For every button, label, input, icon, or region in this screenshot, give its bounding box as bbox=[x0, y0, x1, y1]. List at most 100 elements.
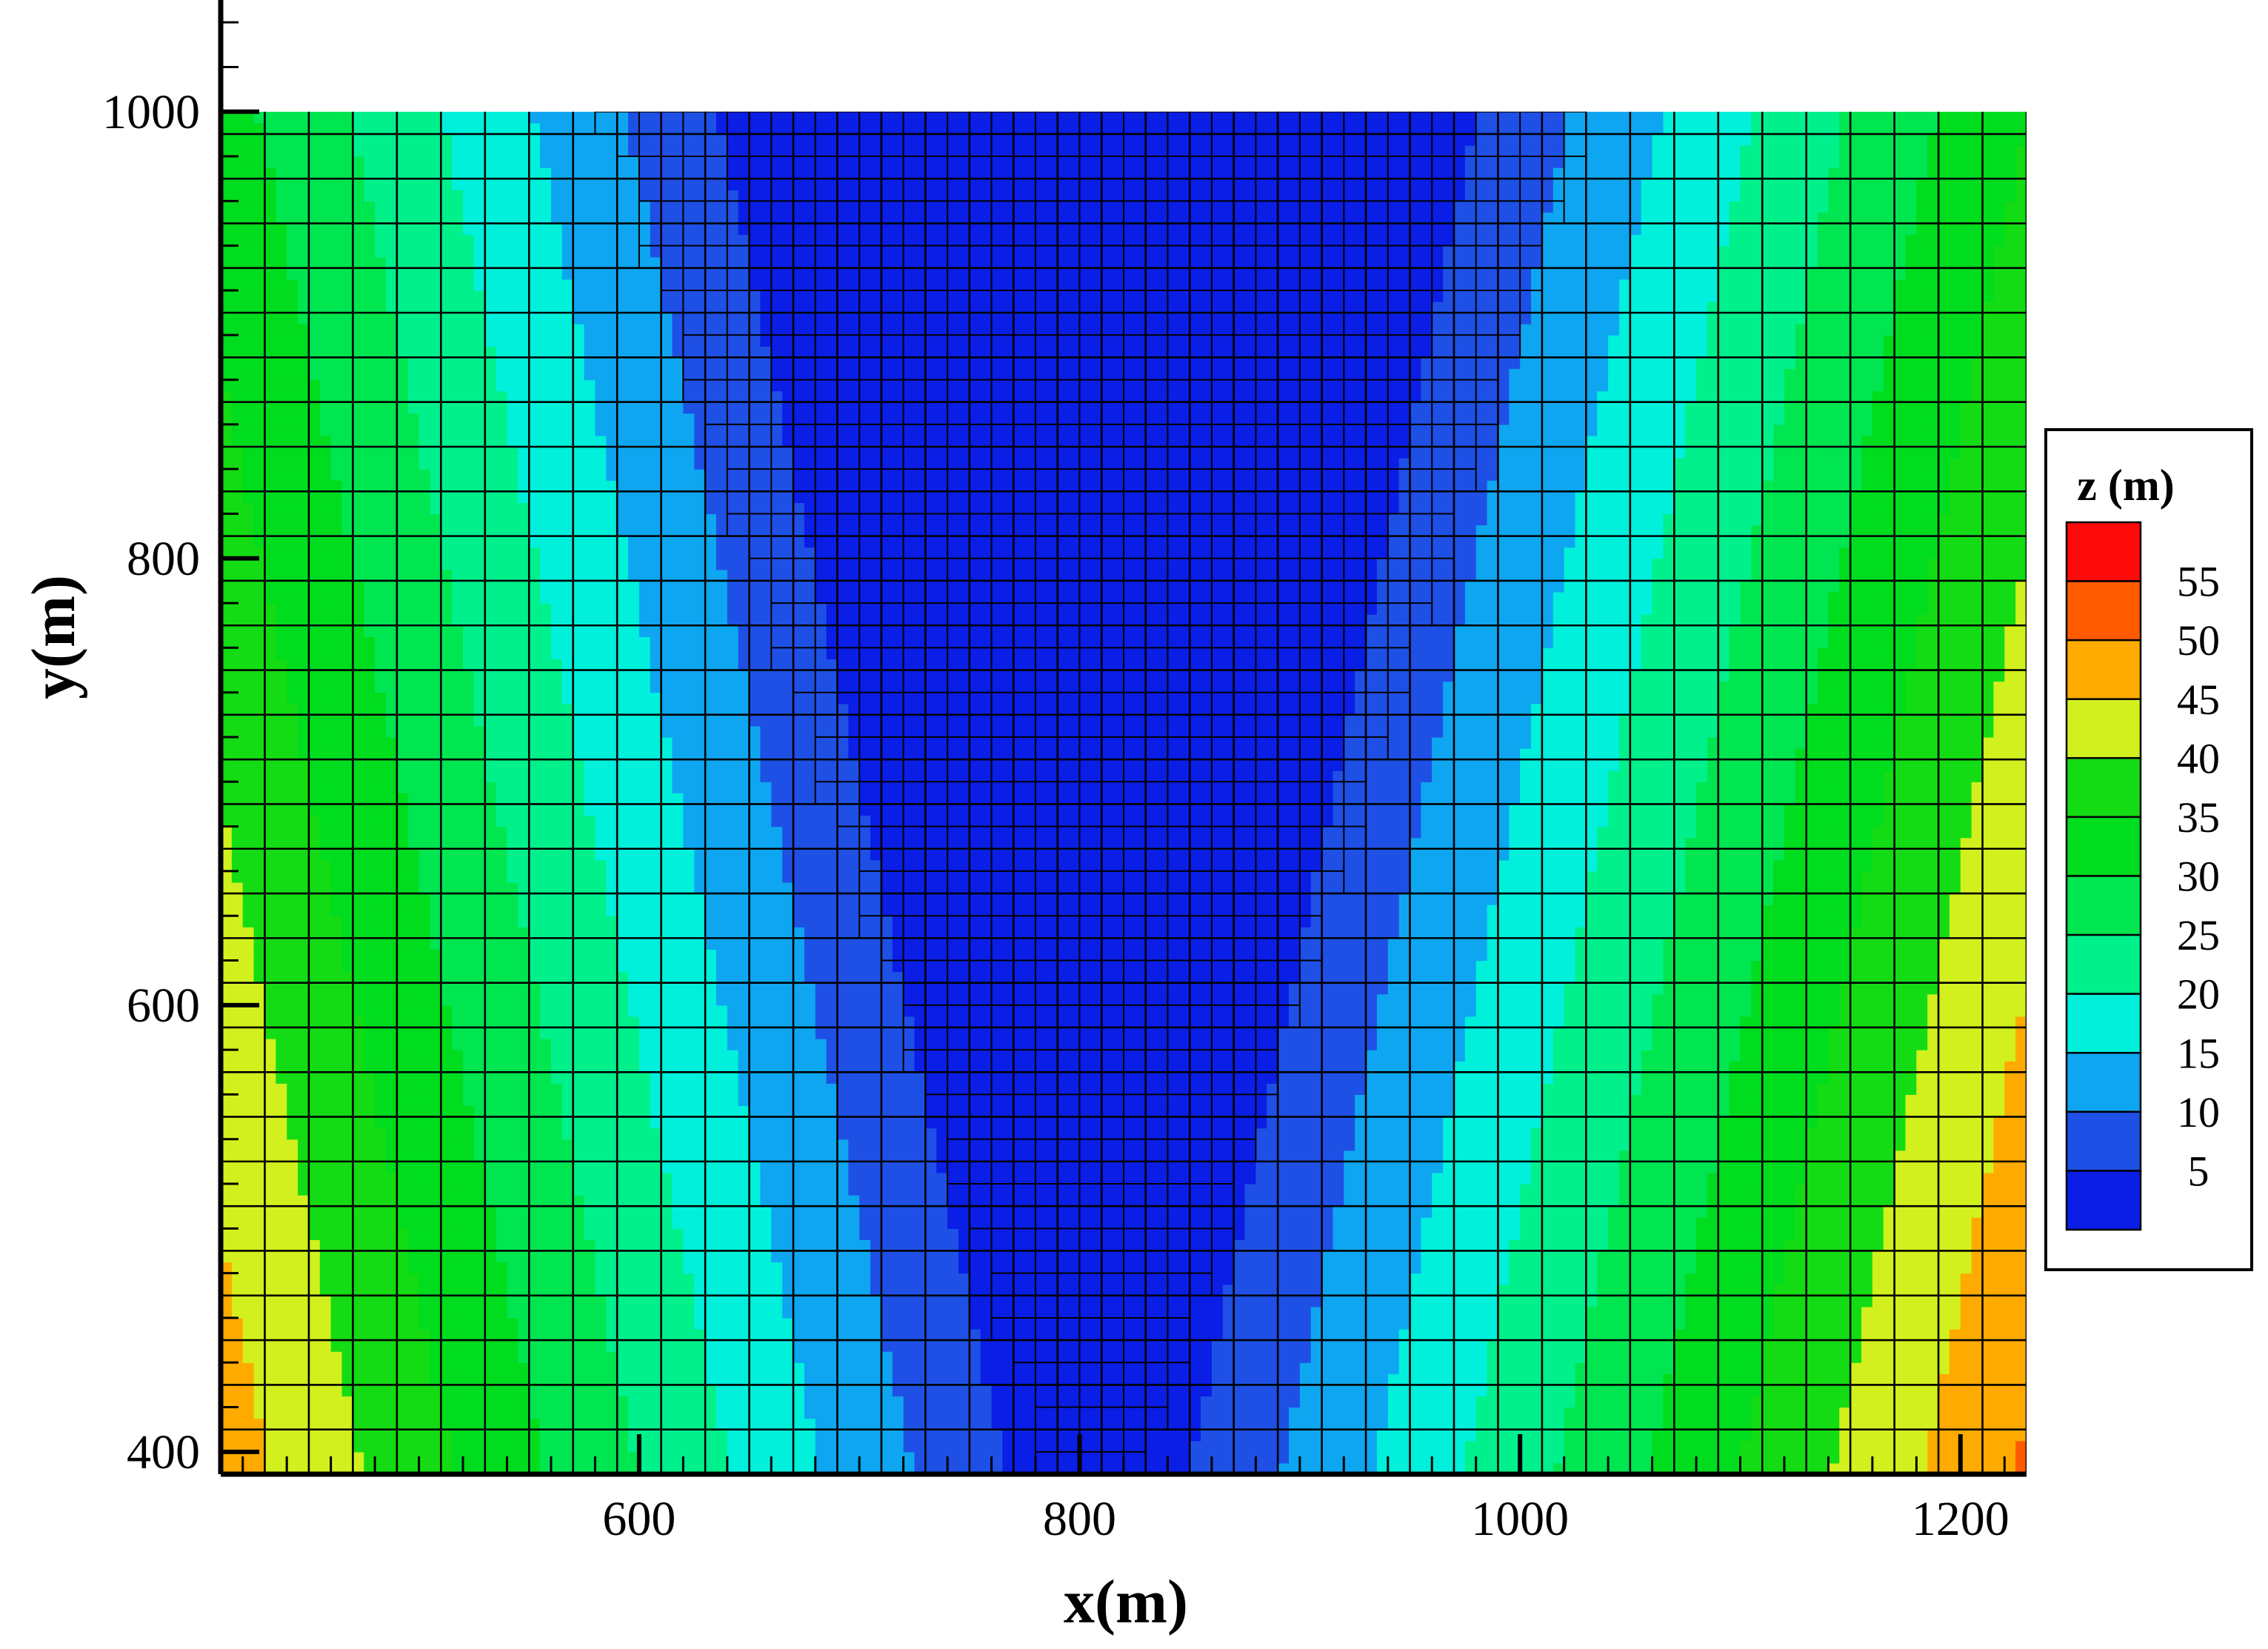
contour-cell bbox=[287, 268, 298, 280]
contour-cell bbox=[397, 357, 408, 369]
contour-cell bbox=[518, 570, 529, 582]
contour-cell bbox=[386, 871, 397, 883]
contour-cell bbox=[243, 190, 254, 201]
contour-cell bbox=[639, 1150, 650, 1162]
contour-cell bbox=[452, 1228, 463, 1240]
contour-cell bbox=[551, 491, 562, 503]
contour-cell bbox=[639, 1072, 650, 1084]
contour-cell bbox=[430, 391, 441, 403]
contour-cell bbox=[342, 1385, 353, 1396]
contour-cell bbox=[551, 592, 562, 604]
contour-cell bbox=[419, 246, 430, 258]
contour-cell bbox=[309, 268, 320, 280]
contour-cell bbox=[408, 748, 419, 760]
contour-cell bbox=[496, 636, 507, 648]
contour-cell bbox=[430, 1117, 441, 1129]
contour-cell bbox=[606, 513, 617, 525]
contour-cell bbox=[573, 525, 584, 537]
contour-cell bbox=[342, 380, 353, 392]
contour-cell bbox=[309, 693, 320, 704]
contour-cell bbox=[573, 882, 584, 894]
contour-cell bbox=[606, 145, 617, 157]
contour-cell bbox=[320, 1239, 331, 1251]
contour-cell bbox=[496, 592, 507, 604]
contour-cell bbox=[529, 1250, 540, 1262]
contour-cell bbox=[254, 1195, 265, 1207]
contour-cell bbox=[573, 1273, 584, 1285]
contour-cell bbox=[331, 882, 342, 894]
contour-cell bbox=[485, 659, 496, 670]
contour-cell bbox=[386, 1039, 397, 1050]
contour-cell bbox=[254, 413, 265, 425]
contour-cell bbox=[650, 224, 661, 236]
contour-cell bbox=[474, 279, 485, 291]
contour-cell bbox=[507, 893, 518, 905]
contour-cell bbox=[551, 849, 562, 861]
contour-cell bbox=[650, 201, 661, 213]
contour-cell bbox=[606, 1128, 617, 1140]
contour-cell bbox=[264, 1273, 276, 1285]
contour-cell bbox=[540, 1061, 551, 1073]
contour-cell bbox=[562, 603, 573, 615]
contour-cell bbox=[342, 1318, 353, 1330]
contour-cell bbox=[507, 290, 518, 302]
contour-cell bbox=[353, 123, 364, 135]
contour-cell bbox=[309, 871, 320, 883]
contour-cell bbox=[606, 1430, 617, 1442]
contour-cell bbox=[650, 804, 661, 816]
contour-cell bbox=[628, 134, 639, 146]
contour-cell bbox=[309, 1117, 320, 1129]
contour-cell bbox=[595, 1173, 606, 1185]
contour-cell bbox=[320, 335, 331, 347]
contour-cell bbox=[331, 916, 342, 927]
contour-cell bbox=[342, 1441, 353, 1453]
contour-cell bbox=[595, 346, 606, 358]
contour-cell bbox=[232, 838, 243, 850]
contour-cell bbox=[529, 1094, 540, 1106]
contour-cell bbox=[573, 804, 584, 816]
contour-cell bbox=[562, 905, 573, 916]
contour-cell bbox=[309, 491, 320, 503]
contour-cell bbox=[628, 1228, 639, 1240]
contour-cell bbox=[397, 715, 408, 727]
contour-cell bbox=[430, 704, 441, 716]
contour-cell bbox=[606, 1083, 617, 1095]
contour-cell bbox=[650, 1362, 661, 1374]
contour-cell bbox=[353, 1396, 364, 1408]
contour-cell bbox=[419, 592, 430, 604]
contour-cell bbox=[496, 335, 507, 347]
contour-cell bbox=[264, 436, 276, 447]
contour-cell bbox=[397, 636, 408, 648]
contour-cell bbox=[364, 145, 375, 157]
contour-cell bbox=[628, 916, 639, 927]
contour-cell bbox=[518, 1362, 529, 1374]
contour-cell bbox=[463, 1296, 474, 1307]
contour-cell bbox=[584, 290, 596, 302]
contour-cell bbox=[287, 1351, 298, 1363]
contour-cell bbox=[584, 1050, 596, 1062]
contour-cell bbox=[661, 816, 673, 827]
contour-cell bbox=[232, 1250, 243, 1262]
contour-cell bbox=[595, 748, 606, 760]
contour-cell bbox=[617, 905, 628, 916]
contour-cell bbox=[595, 1419, 606, 1430]
contour-cell bbox=[419, 670, 430, 682]
contour-cell bbox=[518, 123, 529, 135]
contour-cell bbox=[419, 927, 430, 939]
contour-cell bbox=[650, 782, 661, 793]
contour-cell bbox=[232, 1206, 243, 1218]
contour-cell bbox=[386, 212, 397, 224]
contour-cell bbox=[264, 972, 276, 984]
contour-cell bbox=[386, 1408, 397, 1419]
contour-cell bbox=[309, 246, 320, 258]
contour-cell bbox=[254, 1106, 265, 1118]
contour-cell bbox=[551, 224, 562, 236]
contour-cell bbox=[298, 1139, 309, 1151]
contour-cell bbox=[342, 246, 353, 258]
contour-cell bbox=[397, 335, 408, 347]
contour-cell bbox=[287, 1117, 298, 1129]
contour-cell bbox=[375, 614, 386, 626]
contour-cell bbox=[298, 972, 309, 984]
contour-cell bbox=[485, 804, 496, 816]
contour-cell bbox=[529, 1318, 540, 1330]
